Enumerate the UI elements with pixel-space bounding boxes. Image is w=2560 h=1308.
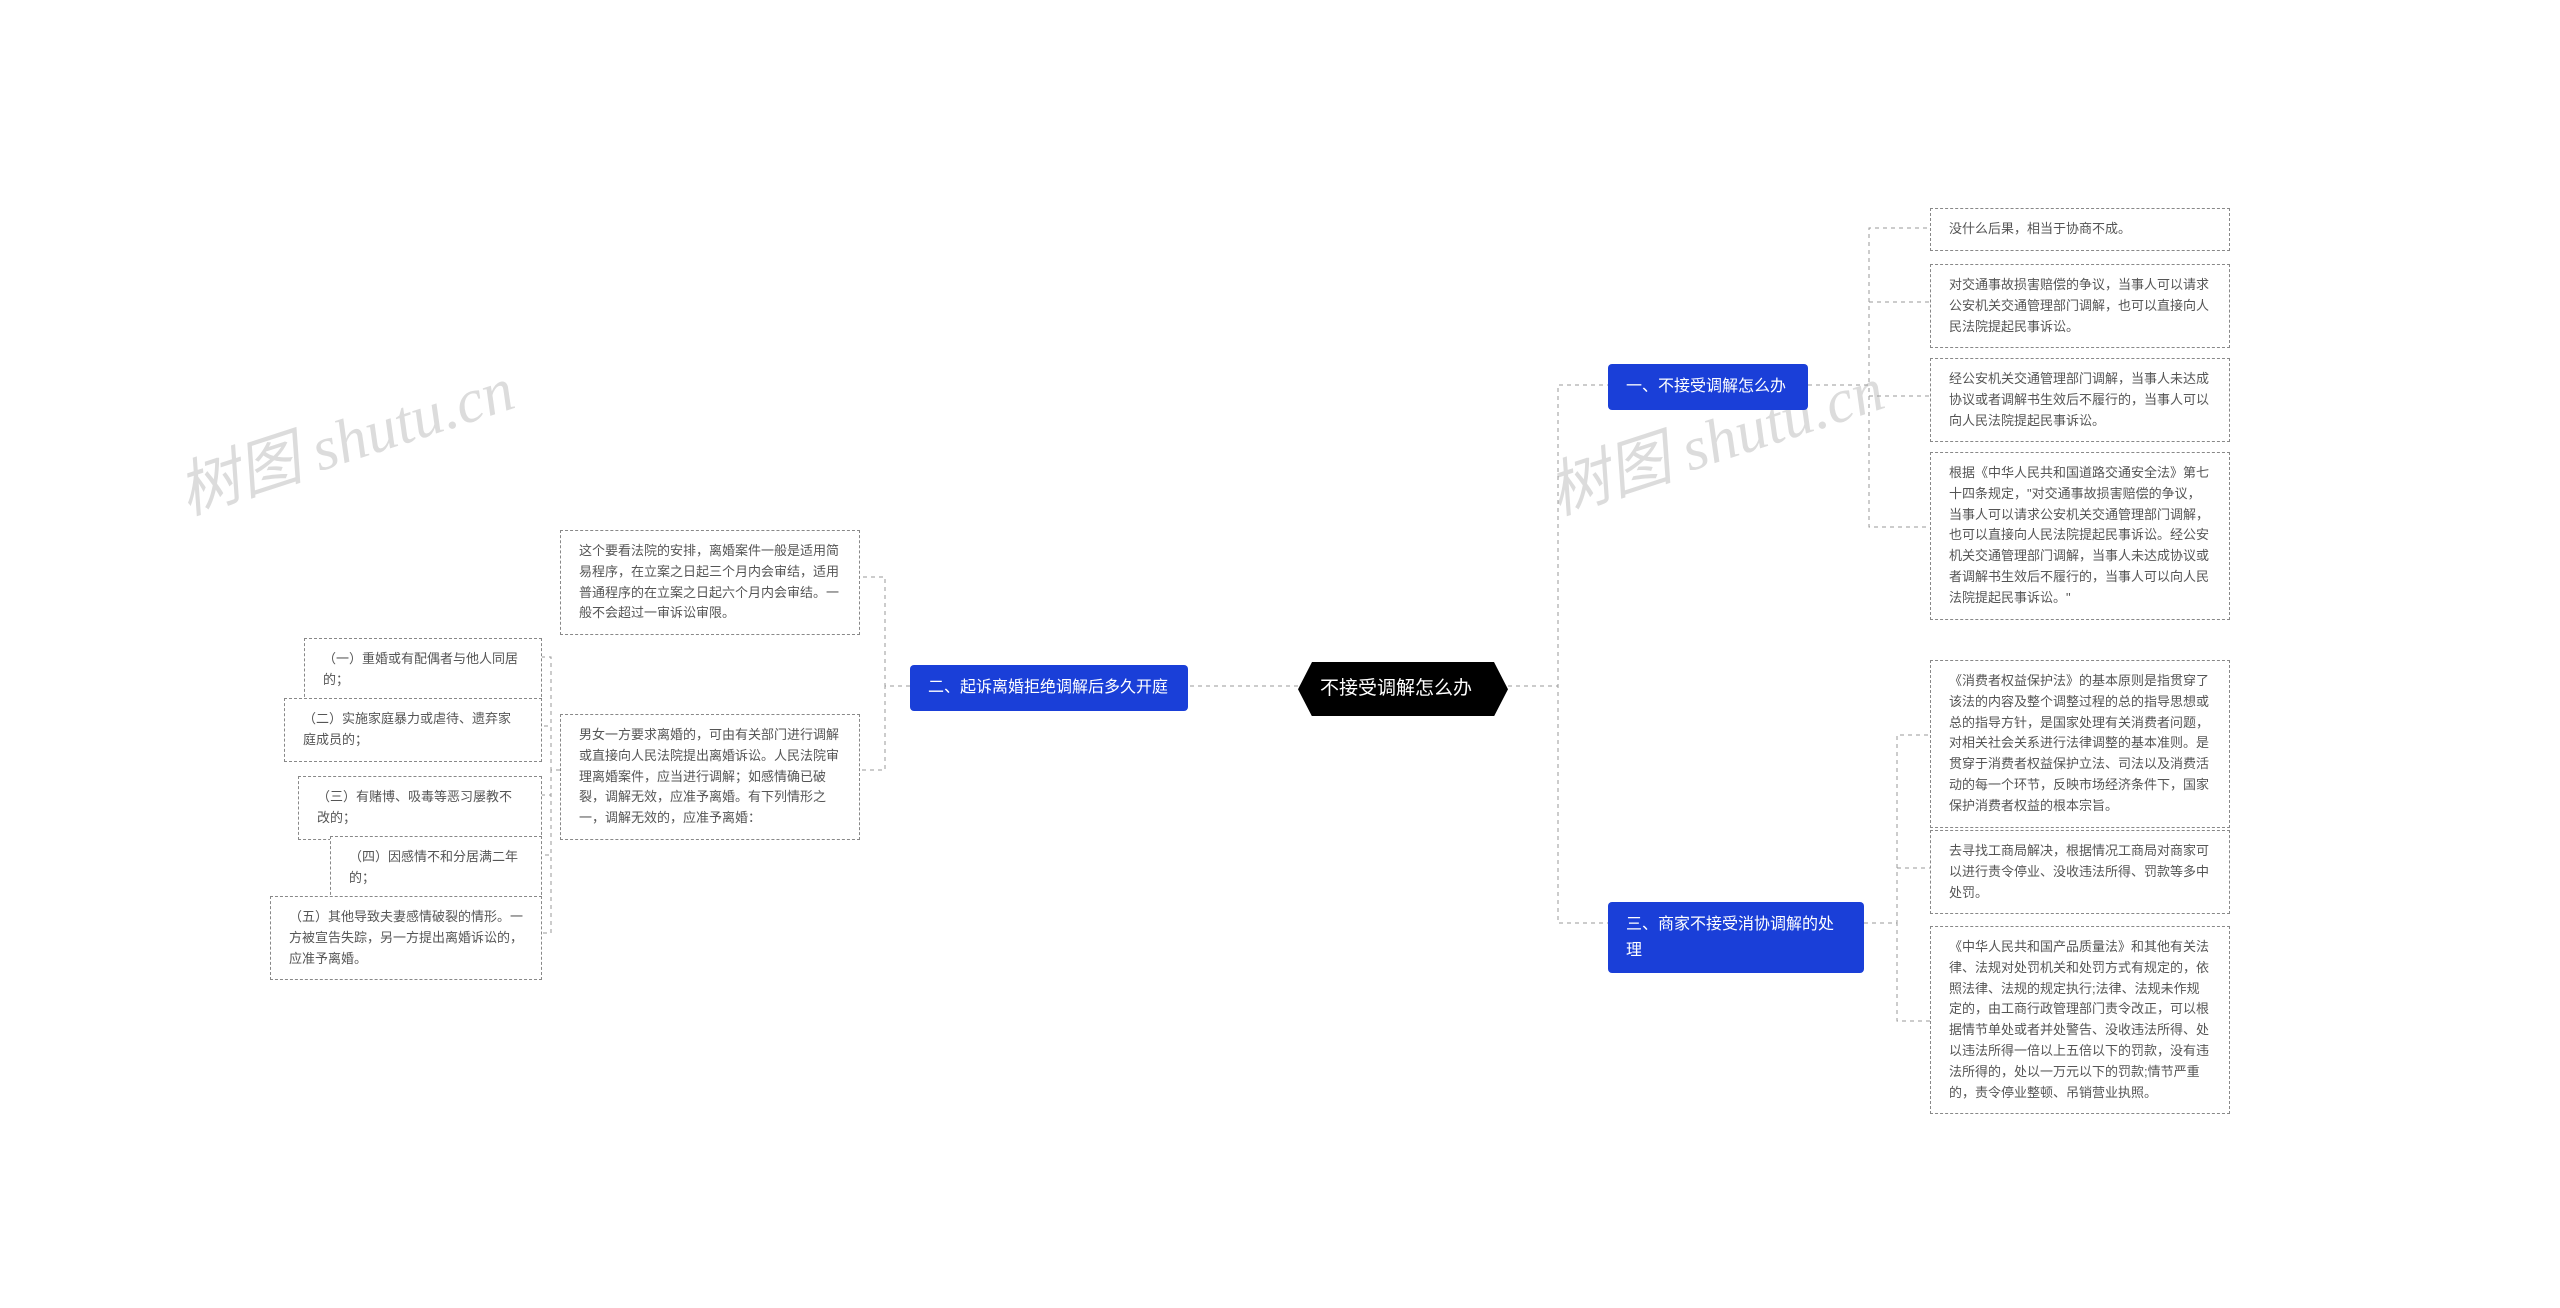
branch-1-leaf-2: 对交通事故损害赔偿的争议，当事人可以请求公安机关交通管理部门调解，也可以直接向人… — [1930, 264, 2230, 348]
branch-2-leaf-2-sub-4: （四）因感情不和分居满二年的； — [330, 836, 542, 900]
branch-2: 二、起诉离婚拒绝调解后多久开庭 — [910, 665, 1188, 711]
root-node: 不接受调解怎么办 — [1298, 662, 1508, 716]
branch-2-leaf-2-sub-1: （一）重婚或有配偶者与他人同居的； — [304, 638, 542, 702]
branch-3: 三、商家不接受消协调解的处理 — [1608, 902, 1864, 973]
branch-3-leaf-2: 去寻找工商局解决，根据情况工商局对商家可以进行责令停业、没收违法所得、罚款等多中… — [1930, 830, 2230, 914]
branch-1-leaf-1: 没什么后果，相当于协商不成。 — [1930, 208, 2230, 251]
branch-3-leaf-1: 《消费者权益保护法》的基本原则是指贯穿了该法的内容及整个调整过程的总的指导思想或… — [1930, 660, 2230, 828]
branch-1-leaf-3: 经公安机关交通管理部门调解，当事人未达成协议或者调解书生效后不履行的，当事人可以… — [1930, 358, 2230, 442]
watermark-left: 树图 shutu.cn — [165, 338, 524, 531]
branch-3-leaf-3: 《中华人民共和国产品质量法》和其他有关法律、法规对处罚机关和处罚方式有规定的，依… — [1930, 926, 2230, 1114]
branch-2-leaf-2: 男女一方要求离婚的，可由有关部门进行调解或直接向人民法院提出离婚诉讼。人民法院审… — [560, 714, 860, 840]
branch-1-leaf-4: 根据《中华人民共和国道路交通安全法》第七十四条规定，"对交通事故损害赔偿的争议，… — [1930, 452, 2230, 620]
branch-2-leaf-2-sub-5: （五）其他导致夫妻感情破裂的情形。一方被宣告失踪，另一方提出离婚诉讼的，应准予离… — [270, 896, 542, 980]
branch-1: 一、不接受调解怎么办 — [1608, 364, 1808, 410]
branch-2-leaf-2-sub-3: （三）有赌博、吸毒等恶习屡教不改的； — [298, 776, 542, 840]
branch-2-leaf-2-sub-2: （二）实施家庭暴力或虐待、遗弃家庭成员的； — [284, 698, 542, 762]
branch-2-leaf-1: 这个要看法院的安排，离婚案件一般是适用简易程序，在立案之日起三个月内会审结，适用… — [560, 530, 860, 635]
